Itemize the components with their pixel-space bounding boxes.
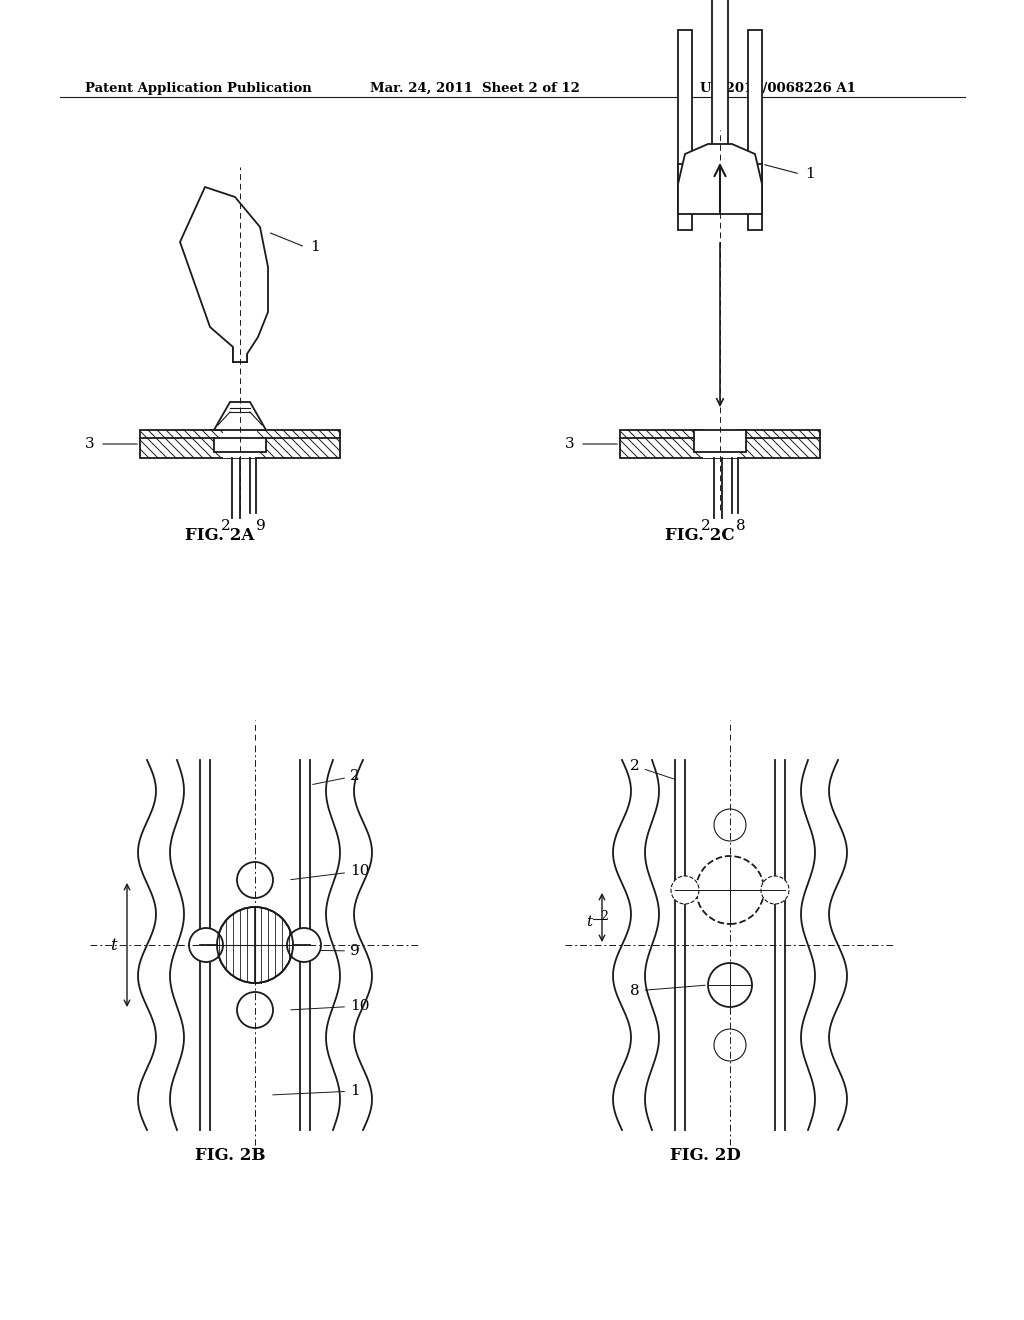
Text: 1: 1 [310, 240, 319, 253]
Polygon shape [678, 144, 762, 214]
Text: 1: 1 [805, 168, 815, 181]
Text: FIG. 2A: FIG. 2A [185, 527, 254, 544]
Circle shape [761, 876, 790, 904]
Circle shape [671, 876, 699, 904]
Bar [808, 760, 838, 1130]
Text: 1: 1 [272, 1084, 359, 1098]
Text: 2: 2 [600, 909, 608, 923]
Bar [712, 0, 728, 210]
Circle shape [714, 1030, 746, 1061]
Bar [223, 428, 257, 458]
Text: Mar. 24, 2011  Sheet 2 of 12: Mar. 24, 2011 Sheet 2 of 12 [370, 82, 580, 95]
Circle shape [287, 928, 321, 962]
Text: 2: 2 [630, 759, 675, 779]
Bar [620, 430, 820, 458]
Text: 2: 2 [701, 519, 711, 533]
Text: 8: 8 [736, 519, 745, 533]
Text: 2: 2 [221, 519, 230, 533]
Circle shape [189, 928, 223, 962]
Text: FIG. 2D: FIG. 2D [670, 1147, 741, 1164]
Circle shape [696, 855, 764, 924]
Circle shape [708, 964, 752, 1007]
Text: US 2011/0068226 A1: US 2011/0068226 A1 [700, 82, 856, 95]
Text: 2: 2 [312, 770, 359, 784]
Bar [214, 438, 266, 451]
Text: 10: 10 [291, 999, 370, 1012]
Text: 9: 9 [296, 944, 359, 958]
Polygon shape [214, 403, 266, 430]
Text: FIG. 2C: FIG. 2C [665, 527, 734, 544]
Bar [233, 322, 247, 362]
Text: 3: 3 [565, 437, 575, 451]
Circle shape [217, 907, 293, 983]
Text: 10: 10 [291, 865, 370, 879]
Bar [695, 438, 745, 450]
Text: Patent Application Publication: Patent Application Publication [85, 82, 311, 95]
Text: 3: 3 [85, 437, 95, 451]
Bar [140, 430, 340, 458]
Text: 8: 8 [630, 983, 706, 998]
Bar [622, 760, 652, 1130]
Bar [333, 760, 362, 1130]
Text: 9: 9 [256, 519, 266, 533]
Polygon shape [180, 187, 268, 362]
Text: t: t [586, 915, 592, 928]
Circle shape [237, 993, 273, 1028]
Bar [678, 30, 692, 230]
Bar [748, 30, 762, 230]
Text: t: t [111, 936, 117, 953]
Bar [620, 430, 820, 458]
Text: FIG. 2B: FIG. 2B [195, 1147, 265, 1164]
Circle shape [237, 862, 273, 898]
Bar [694, 430, 746, 451]
Bar [140, 430, 340, 458]
Bar [703, 428, 737, 458]
Bar [678, 164, 762, 180]
Bar [147, 760, 177, 1130]
Circle shape [714, 809, 746, 841]
